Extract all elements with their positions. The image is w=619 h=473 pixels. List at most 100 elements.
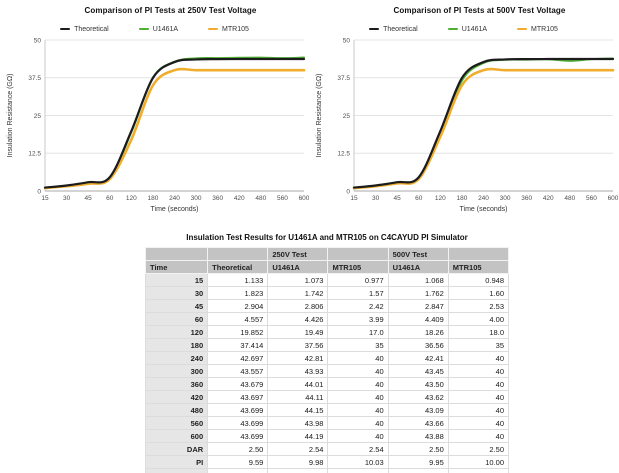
x-tick-label: 30 <box>372 195 380 202</box>
x-tick-label: 480 <box>255 195 266 202</box>
value-cell: 40 <box>327 403 389 417</box>
value-cell: 1.742 <box>267 286 329 300</box>
value-cell: 2.50 <box>387 442 449 456</box>
value-cell: 43.697 <box>207 390 269 404</box>
value-cell: 0.977 <box>327 273 389 287</box>
value-cell: 42.41 <box>387 351 449 365</box>
table-row: 480 43.699 44.15 40 43.09 40 <box>144 403 510 417</box>
empty-header-cell <box>447 247 510 261</box>
legend-swatch-mtr105 <box>208 27 219 31</box>
value-cell: 40 <box>447 377 510 391</box>
value-cell: 18.0 <box>447 325 510 339</box>
y-axis-title: Insulation Resistance (GΩ) <box>7 74 14 158</box>
results-table-body: 15 1.133 1.073 0.977 1.068 0.948 30 1.823 1.742 1… <box>144 273 510 473</box>
value-cell: 40 <box>327 416 389 430</box>
x-tick-label: 120 <box>435 195 446 202</box>
x-axis-title: Time (seconds) <box>460 206 508 213</box>
x-tick-label: 30 <box>63 195 71 202</box>
plot-area-250v: 0 12.5 25 37.5 50 15 30 45 60 120 180 240 300 360 420 4… <box>7 37 309 213</box>
value-cell: 40 <box>447 351 510 365</box>
value-cell: 3.99 <box>327 312 389 326</box>
value-cell: 40 <box>447 416 510 430</box>
value-cell: 43.62 <box>387 390 449 404</box>
value-cell: 2.904 <box>207 299 269 313</box>
y-tick-label: 50 <box>343 37 351 44</box>
empty-header-cell <box>327 247 389 261</box>
value-cell: 43.557 <box>207 364 269 378</box>
value-cell: 36.56 <box>387 338 449 352</box>
value-cell: 2.42 <box>327 299 389 313</box>
y-tick-label: 50 <box>34 37 42 44</box>
table-row: 600 43.699 44.19 40 43.88 40 <box>144 429 510 443</box>
time-cell: DAR <box>144 442 209 456</box>
chart-legend-250v: Theoretical U1461A MTR105 <box>0 24 309 34</box>
legend-swatch-mtr105 <box>517 27 528 31</box>
value-cell: 40 <box>447 390 510 404</box>
column-header: Time <box>144 260 209 274</box>
table-row: 120 19.852 19.49 17.0 18.26 18.0 <box>144 325 510 339</box>
series-line-theoretical <box>43 57 306 189</box>
chart-legend-500v: Theoretical U1461A MTR105 <box>309 24 618 34</box>
legend-item-mtr105: MTR105 <box>208 26 249 33</box>
value-cell: 44.01 <box>267 377 329 391</box>
value-cell: 4.00 <box>447 312 510 326</box>
time-cell: 600 <box>144 429 209 443</box>
value-cell: 1.073 <box>267 273 329 287</box>
table-column-header-row: Time Theoretical U1461A MTR105 U1461A MTR105 <box>144 260 510 274</box>
value-cell: 43.45 <box>387 364 449 378</box>
legend-label: MTR105 <box>531 25 558 33</box>
legend-swatch-theoretical <box>60 27 71 31</box>
empty-header-cell <box>207 247 269 261</box>
value-cell: 19.852 <box>207 325 269 339</box>
value-cell <box>447 468 510 473</box>
table-row <box>144 468 510 473</box>
value-cell: 43.88 <box>387 429 449 443</box>
value-cell: 43.66 <box>387 416 449 430</box>
y-tick-label: 25 <box>343 113 351 120</box>
time-cell: 360 <box>144 377 209 391</box>
value-cell: 2.806 <box>267 299 329 313</box>
table-group-header-row: 250V Test 500V Test <box>144 247 510 261</box>
value-cell: 37.56 <box>267 338 329 352</box>
time-cell: 480 <box>144 403 209 417</box>
value-cell: 1.57 <box>327 286 389 300</box>
table-row: 240 42.697 42.81 40 42.41 40 <box>144 351 510 365</box>
value-cell: 2.54 <box>327 442 389 456</box>
y-tick-label: 12.5 <box>337 151 350 158</box>
x-tick-label: 300 <box>191 195 202 202</box>
value-cell: 2.847 <box>387 299 449 313</box>
value-cell: 42.697 <box>207 351 269 365</box>
x-tick-label: 60 <box>415 195 423 202</box>
legend-label: MTR105 <box>222 25 249 33</box>
x-tick-label: 240 <box>169 195 180 202</box>
legend-item-u1461a: U1461A <box>447 26 487 33</box>
legend-item-theoretical: Theoretical <box>369 26 418 33</box>
legend-label: Theoretical <box>383 25 418 33</box>
x-tick-label: 420 <box>543 195 554 202</box>
chart-title-250v: Comparison of PI Tests at 250V Test Volt… <box>84 6 257 15</box>
time-cell: 560 <box>144 416 209 430</box>
value-cell: 18.26 <box>387 325 449 339</box>
table-row: 560 43.699 43.98 40 43.66 40 <box>144 416 510 430</box>
x-tick-label: 560 <box>277 195 288 202</box>
value-cell: 40 <box>327 351 389 365</box>
column-header: Theoretical <box>207 260 269 274</box>
column-header: MTR105 <box>447 260 510 274</box>
time-cell: 45 <box>144 299 209 313</box>
column-header: 250V Test <box>267 247 329 261</box>
value-cell: 4.426 <box>267 312 329 326</box>
y-tick-label: 0 <box>346 188 350 195</box>
value-cell: 40 <box>327 377 389 391</box>
value-cell: 17.0 <box>327 325 389 339</box>
x-tick-label: 600 <box>299 195 309 202</box>
time-cell <box>144 468 209 473</box>
x-tick-label: 15 <box>350 195 358 202</box>
value-cell: 37.414 <box>207 338 269 352</box>
value-cell: 0.948 <box>447 273 510 287</box>
value-cell <box>267 468 329 473</box>
value-cell <box>207 468 269 473</box>
x-tick-label: 360 <box>521 195 532 202</box>
time-cell: 120 <box>144 325 209 339</box>
chart-500v: Comparison of PI Tests at 500V Test Volt… <box>309 0 618 221</box>
